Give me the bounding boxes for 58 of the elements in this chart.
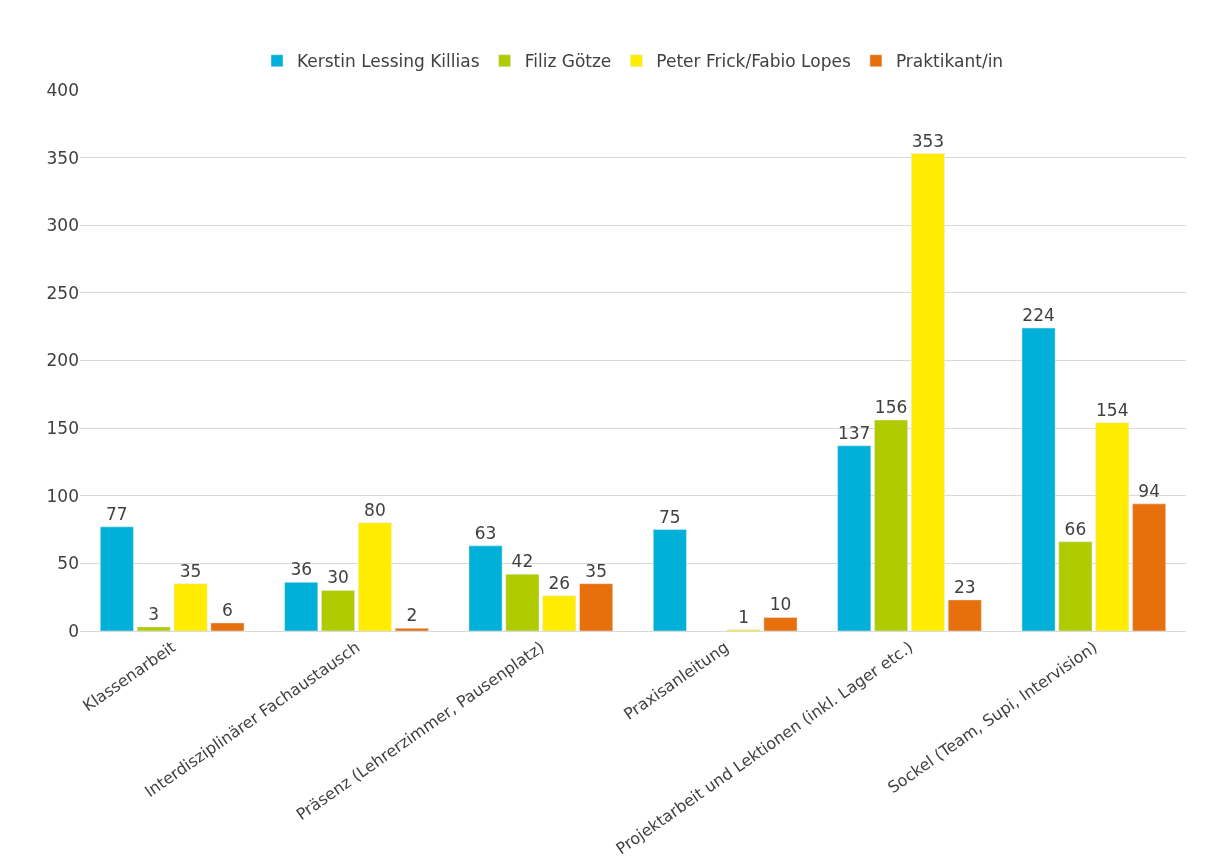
bar <box>1058 541 1093 631</box>
bar <box>468 545 503 631</box>
legend-label: Filiz Götze <box>524 51 612 72</box>
bar <box>579 583 613 631</box>
data-label: 30 <box>327 567 349 588</box>
data-label: 156 <box>874 397 908 418</box>
bar <box>837 445 872 631</box>
legend-label: Kerstin Lessing Killias <box>297 51 480 72</box>
y-tick-label: 0 <box>68 620 79 641</box>
data-label: 10 <box>769 594 792 615</box>
bar <box>136 626 171 631</box>
bar <box>173 583 208 631</box>
data-label: 26 <box>548 572 571 593</box>
data-label: 1 <box>738 606 750 627</box>
bar <box>394 628 429 631</box>
data-label: 137 <box>837 422 871 443</box>
y-tick-label: 50 <box>57 553 79 574</box>
y-tick-label: 200 <box>46 350 79 371</box>
legend-label: Peter Frick/Fabio Lopes <box>656 51 851 72</box>
data-label: 35 <box>179 560 202 581</box>
data-label: 224 <box>1022 305 1055 326</box>
bar <box>1021 327 1056 631</box>
bar <box>505 573 540 631</box>
y-tick-label: 350 <box>46 147 79 168</box>
bar <box>1132 503 1166 631</box>
data-label: 35 <box>585 560 607 581</box>
data-label: 3 <box>148 603 160 624</box>
y-tick-label: 300 <box>46 215 79 236</box>
bar <box>763 617 798 631</box>
bar <box>321 590 355 631</box>
bar <box>653 529 687 631</box>
bar <box>947 599 982 631</box>
bar <box>874 419 908 631</box>
bar <box>911 153 945 631</box>
bar <box>358 522 392 631</box>
data-label: 2 <box>406 605 418 626</box>
data-label: 63 <box>474 522 497 543</box>
data-label: 80 <box>364 499 386 520</box>
data-label: 42 <box>511 551 534 572</box>
y-tick-label: 400 <box>46 79 79 100</box>
data-label: 154 <box>1096 399 1129 420</box>
data-label: 94 <box>1138 480 1160 501</box>
legend-label: Praktikant/in <box>895 51 1004 72</box>
bar <box>100 526 134 631</box>
data-label: 66 <box>1064 518 1087 539</box>
data-label: 353 <box>911 130 945 151</box>
y-tick-label: 150 <box>46 418 79 439</box>
y-tick-label: 250 <box>46 282 79 303</box>
data-label: 77 <box>106 503 128 524</box>
data-label: 23 <box>953 576 976 597</box>
bar <box>1095 422 1130 631</box>
bar <box>284 582 319 631</box>
bar <box>210 622 245 631</box>
bar <box>542 595 577 631</box>
data-label: 36 <box>290 559 313 580</box>
data-label: 75 <box>659 506 681 527</box>
data-label: 6 <box>222 599 233 620</box>
y-tick-label: 100 <box>46 485 79 506</box>
